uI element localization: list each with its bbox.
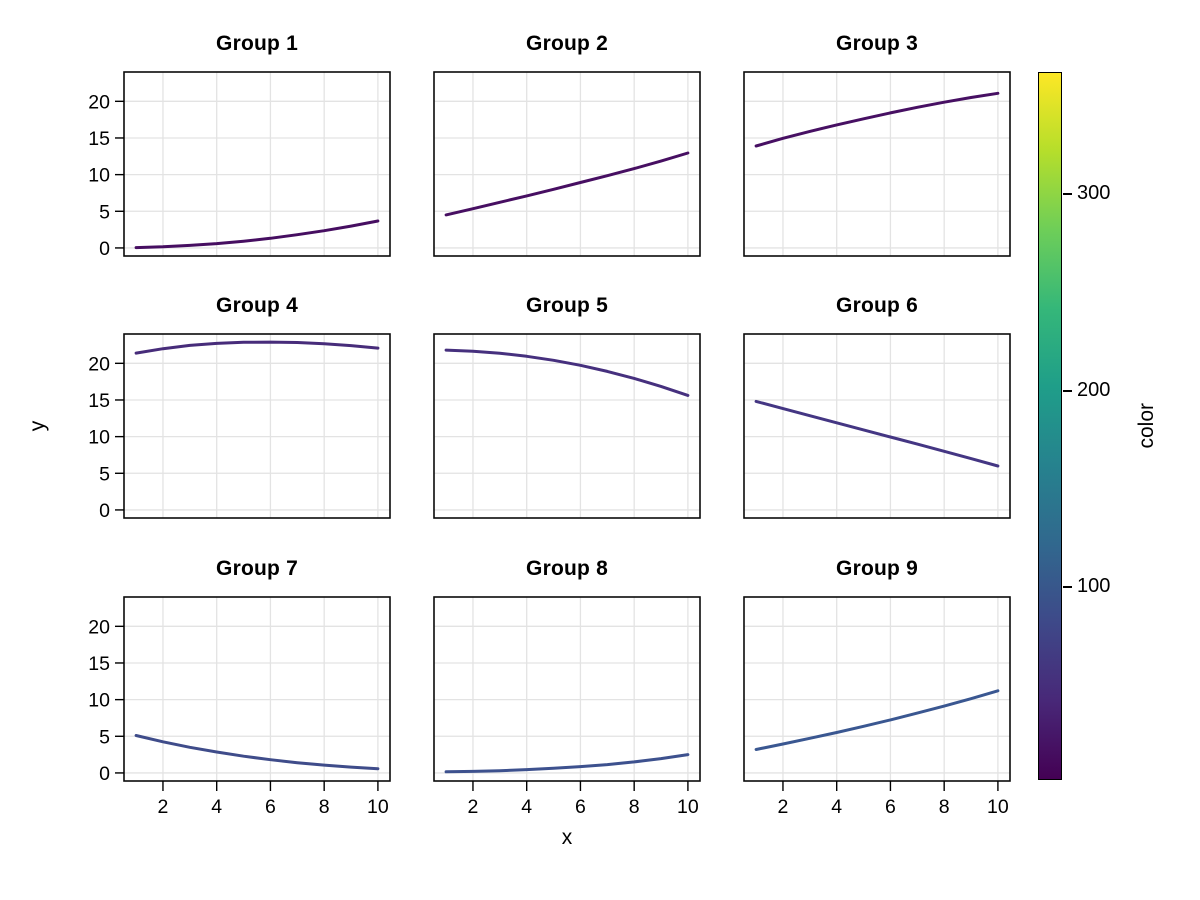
x-tick-label: 2 <box>468 796 479 818</box>
colorbar-tick <box>1063 586 1072 589</box>
x-tick-label: 6 <box>575 796 586 818</box>
y-tick-label: 10 <box>88 690 110 712</box>
colorbar <box>1038 72 1062 780</box>
y-tick-label: 5 <box>99 726 110 748</box>
facet-plot: 0 5 10 15 20 2 4 6 8 10 <box>88 596 391 818</box>
series-line <box>754 689 1000 751</box>
colorbar-tick <box>1063 389 1072 392</box>
facet-plot <box>743 71 1011 257</box>
facet-plot <box>433 333 701 519</box>
facet-panel-8: Group 8 2 4 6 8 10 <box>433 557 701 818</box>
series-line <box>444 753 690 774</box>
x-tick-label: 4 <box>521 796 532 818</box>
x-tick-label: 4 <box>831 796 842 818</box>
y-axis-label: y <box>26 420 49 432</box>
y-tick-label: 10 <box>88 427 110 449</box>
facet-panel-7: Group 7 0 5 10 15 20 2 4 6 8 10 <box>88 557 391 818</box>
colorbar-tick-label: 200 <box>1077 378 1111 401</box>
facet-panel-6: Group 6 <box>743 294 1011 519</box>
colorbar-tick-label: 300 <box>1077 181 1111 204</box>
colorbar-label: color <box>1135 403 1158 449</box>
colorbar-label-wrap: color <box>1132 72 1162 780</box>
y-tick-label: 20 <box>88 91 110 113</box>
x-tick-label: 8 <box>319 796 330 818</box>
facet-plot: 0 5 10 15 20 <box>88 333 391 522</box>
facet-plot <box>743 333 1011 519</box>
facet-panel-1: Group 1 0 5 10 15 20 <box>88 32 391 260</box>
y-tick-label: 10 <box>88 165 110 187</box>
facet-title: Group 9 <box>836 557 918 580</box>
x-tick-label: 8 <box>629 796 640 818</box>
panel-border <box>433 596 701 782</box>
facet-title: Group 1 <box>216 32 298 55</box>
facet-panel-9: Group 9 2 4 6 8 10 <box>743 557 1011 818</box>
panel-border <box>743 333 1011 519</box>
colorbar-tick <box>1063 192 1072 195</box>
series-line <box>444 151 690 217</box>
y-tick-label: 15 <box>88 390 110 412</box>
facet-title: Group 7 <box>216 557 298 580</box>
y-tick-label: 5 <box>99 463 110 485</box>
facet-title: Group 8 <box>526 557 608 580</box>
panel-border <box>743 596 1011 782</box>
panel-border <box>123 333 391 519</box>
facet-plot <box>433 71 701 257</box>
panel-border <box>123 596 391 782</box>
series-line <box>444 348 690 397</box>
facet-plot: 2 4 6 8 10 <box>433 596 701 818</box>
facet-panel-4: Group 4 0 5 10 15 20 <box>88 294 391 522</box>
series-line <box>754 399 1000 468</box>
x-tick-label: 10 <box>987 796 1009 818</box>
y-tick-label: 0 <box>99 763 110 785</box>
x-tick-label: 8 <box>939 796 950 818</box>
x-axis-label: x <box>561 826 573 849</box>
series-line <box>134 340 380 355</box>
y-tick-label: 0 <box>99 500 110 522</box>
panel-border <box>743 71 1011 257</box>
x-tick-label: 10 <box>677 796 699 818</box>
x-tick-label: 2 <box>158 796 169 818</box>
x-tick-label: 6 <box>885 796 896 818</box>
x-tick-label: 2 <box>778 796 789 818</box>
x-tick-label: 6 <box>265 796 276 818</box>
y-tick-label: 20 <box>88 616 110 638</box>
facet-title: Group 2 <box>526 32 608 55</box>
y-tick-label: 15 <box>88 128 110 150</box>
facet-plot: 2 4 6 8 10 <box>743 596 1011 818</box>
panel-border <box>433 333 701 519</box>
series-line <box>134 734 380 771</box>
x-tick-label: 4 <box>211 796 222 818</box>
panel-border <box>123 71 391 257</box>
colorbar-tick-label: 100 <box>1077 575 1111 598</box>
y-tick-label: 5 <box>99 201 110 223</box>
series-line <box>754 91 1000 148</box>
y-tick-label: 20 <box>88 353 110 375</box>
y-tick-label: 15 <box>88 653 110 675</box>
facet-title: Group 5 <box>526 294 608 317</box>
facet-title: Group 3 <box>836 32 918 55</box>
facet-title: Group 6 <box>836 294 918 317</box>
panel-border <box>433 71 701 257</box>
series-line <box>134 219 380 250</box>
facet-panel-3: Group 3 <box>743 32 1011 257</box>
y-tick-label: 0 <box>99 238 110 260</box>
x-tick-label: 10 <box>367 796 389 818</box>
facet-plot: 0 5 10 15 20 <box>88 71 391 260</box>
facet-title: Group 4 <box>216 294 298 317</box>
facet-panel-5: Group 5 <box>433 294 701 519</box>
facet-panel-2: Group 2 <box>433 32 701 257</box>
